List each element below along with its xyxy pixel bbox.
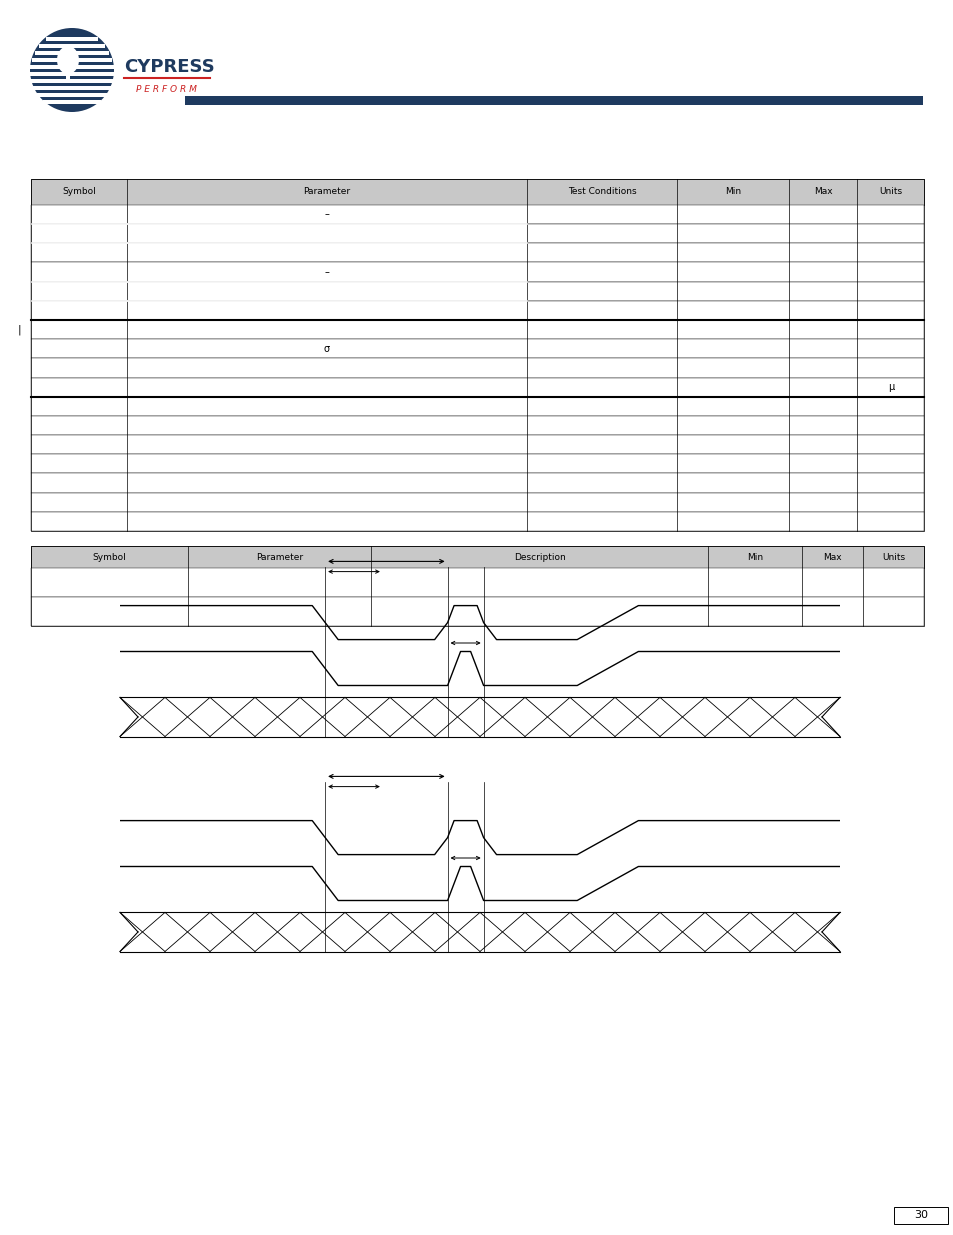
Bar (31, 205, 923, 224)
Bar (185, 96, 923, 105)
Bar (31, 511, 923, 531)
Bar (31, 358, 923, 378)
Bar (31, 416, 923, 435)
Text: –: – (324, 267, 329, 277)
Bar (31, 396, 923, 416)
Bar (34, 51, 110, 54)
Bar (31, 58, 112, 62)
Bar (31, 473, 923, 493)
Bar (31, 546, 923, 626)
Bar (31, 301, 923, 320)
Text: Max: Max (813, 188, 832, 196)
Bar (39, 44, 105, 47)
Bar (31, 224, 923, 243)
Bar (31, 493, 923, 511)
Bar (33, 86, 111, 89)
Bar (31, 598, 923, 626)
Bar (31, 546, 923, 568)
Bar (30, 72, 113, 75)
Text: Parameter: Parameter (255, 552, 302, 562)
Bar (31, 320, 923, 340)
Bar (31, 568, 923, 598)
Bar (31, 282, 923, 301)
Bar (37, 93, 107, 96)
Bar (31, 179, 923, 531)
Text: 30: 30 (913, 1210, 927, 1220)
Bar (31, 243, 923, 262)
Bar (31, 454, 923, 473)
Text: μ: μ (887, 382, 893, 391)
Text: |: | (18, 325, 22, 335)
Text: Test Conditions: Test Conditions (567, 188, 636, 196)
Text: Description: Description (513, 552, 565, 562)
Text: Symbol: Symbol (92, 552, 127, 562)
Text: Units: Units (882, 552, 904, 562)
Bar (43, 100, 101, 104)
Bar (31, 340, 923, 358)
Bar (31, 435, 923, 454)
Bar (31, 262, 923, 282)
Bar (31, 378, 923, 396)
Ellipse shape (57, 46, 79, 74)
Bar (30, 65, 113, 68)
Bar (31, 179, 923, 205)
Text: Symbol: Symbol (62, 188, 96, 196)
Text: Min: Min (724, 188, 740, 196)
Text: Min: Min (746, 552, 762, 562)
Text: Units: Units (879, 188, 902, 196)
Text: Parameter: Parameter (303, 188, 351, 196)
Text: CYPRESS: CYPRESS (124, 58, 214, 77)
Text: P E R F O R M: P E R F O R M (136, 84, 196, 94)
Text: Max: Max (822, 552, 841, 562)
Bar (893, 1207, 947, 1224)
Bar (66, 70, 70, 82)
Ellipse shape (30, 28, 113, 112)
Bar (30, 79, 112, 83)
Text: –: – (324, 210, 329, 220)
Text: σ: σ (324, 343, 330, 353)
Bar (46, 37, 98, 41)
